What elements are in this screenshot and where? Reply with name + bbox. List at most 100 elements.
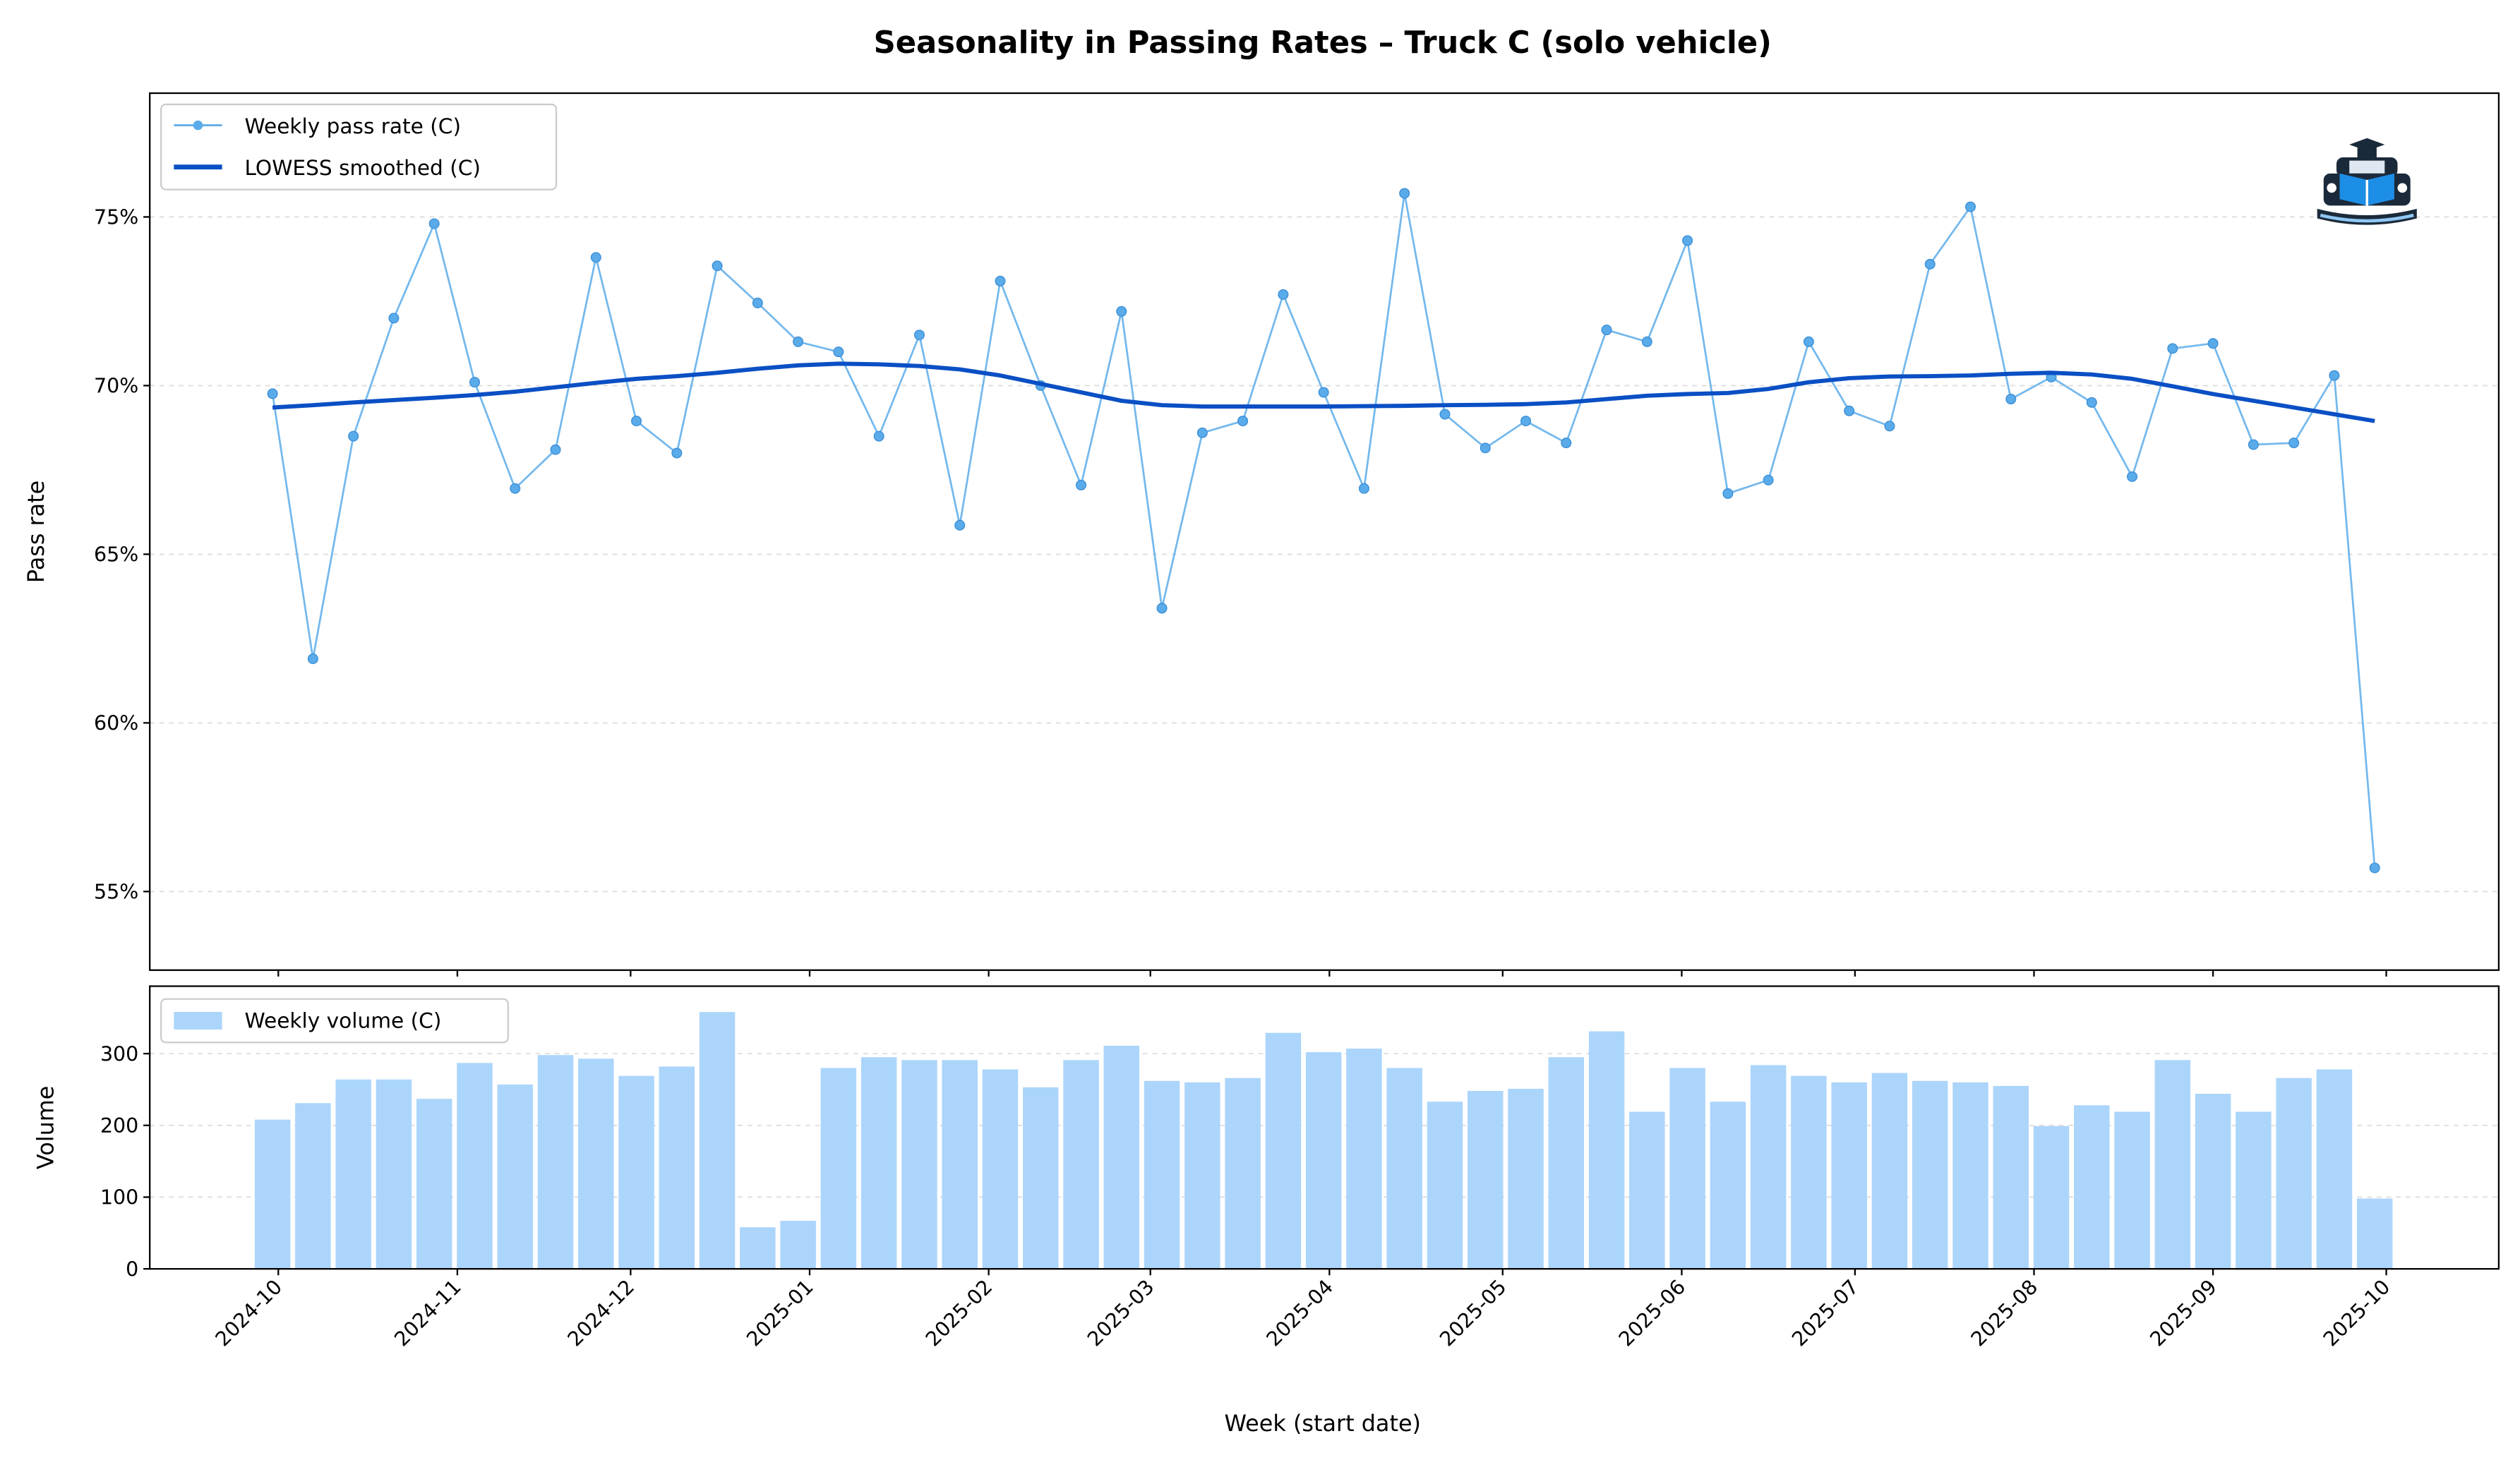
weekly-pass-rate-point [1076, 479, 1087, 490]
weekly-pass-rate-point [1318, 387, 1329, 398]
volume-bar [2236, 1111, 2272, 1269]
volume-bar [780, 1221, 816, 1269]
volume-bar [335, 1079, 371, 1269]
pass-rate-legend: Weekly pass rate (C) LOWESS smoothed (C) [160, 103, 558, 191]
weekly-pass-rate-point [913, 330, 925, 341]
lowess-smoothed-line [272, 361, 2375, 423]
weekly-pass-rate-point [995, 275, 1006, 286]
volume-bar [2114, 1111, 2150, 1269]
volume-bar [1063, 1060, 1099, 1269]
volume-bar [1265, 1032, 1302, 1269]
volume-bar [618, 1075, 654, 1269]
volume-bar [820, 1068, 857, 1269]
volume-bar [1144, 1080, 1180, 1269]
weekly-pass-rate-point [2086, 397, 2097, 408]
weekly-pass-rate-point [1884, 421, 1895, 432]
volume-bar [2276, 1078, 2312, 1269]
weekly-pass-rate-point [267, 388, 278, 399]
volume-bar [2154, 1060, 2191, 1269]
volume-legend: Weekly volume (C) [160, 998, 509, 1044]
pass-rate-y-label: Pass rate [23, 481, 49, 583]
volume-bar [1184, 1082, 1220, 1269]
weekly-pass-rate-point [1722, 488, 1734, 499]
pass-rate-y-tick-label: 75% [94, 206, 138, 229]
volume-bar [254, 1119, 291, 1269]
volume-bar [497, 1084, 533, 1269]
volume-bar [1791, 1075, 1827, 1269]
weekly-pass-rate-point [1399, 188, 1410, 199]
weekly-pass-rate-point [954, 519, 966, 531]
weekly-pass-rate-point [1278, 289, 1289, 300]
pass-rate-y-tick-label: 60% [94, 712, 138, 735]
weekly-pass-rate-point [2207, 338, 2219, 349]
volume-bar [942, 1060, 978, 1269]
x-axis-label: Week (start date) [1225, 1410, 1421, 1437]
volume-bar [1427, 1102, 1463, 1269]
weekly-pass-rate-point [712, 260, 723, 272]
volume-bar [1305, 1052, 1342, 1269]
weekly-pass-rate-point [2005, 394, 2017, 405]
weekly-pass-rate-point [510, 483, 521, 494]
volume-bar [1993, 1085, 2029, 1269]
volume-bar [1468, 1090, 1504, 1269]
weekly-pass-rate-point [428, 218, 440, 229]
volume-bar [1871, 1073, 1908, 1269]
weekly-pass-rate-point [1803, 336, 1814, 347]
weekly-pass-rate-point [833, 346, 844, 358]
legend-label-volume: Weekly volume (C) [244, 1009, 441, 1033]
weekly-pass-rate-point [1924, 258, 1936, 270]
weekly-pass-rate-point [1480, 442, 1491, 454]
weekly-pass-rate-point [671, 447, 683, 459]
volume-bar [982, 1069, 1019, 1269]
weekly-pass-rate-point [1237, 416, 1249, 427]
volume-bar [416, 1099, 452, 1269]
weekly-pass-rate-point [2248, 439, 2259, 450]
weekly-pass-rate-point [307, 653, 318, 665]
weekly-pass-rate-point [752, 297, 763, 308]
weekly-pass-rate-point [1682, 235, 1693, 246]
weekly-pass-rate-point [2288, 438, 2300, 449]
pass-rate-axes-frame [149, 92, 2500, 971]
chart-title: Seasonality in Passing Rates – Truck C (… [874, 25, 1772, 61]
volume-bar [1952, 1082, 1988, 1269]
volume-bar [2316, 1069, 2353, 1269]
weekly-pass-rate-point [1964, 201, 1976, 212]
volume-y-tick-label: 0 [126, 1257, 138, 1281]
pass-rate-panel: 55% 60% 65% 70% 75% [94, 188, 2499, 977]
volume-bar [1629, 1111, 1665, 1269]
pass-rate-y-tick-label: 65% [94, 543, 138, 567]
volume-bar [659, 1066, 695, 1269]
legend-label-weekly: Weekly pass rate (C) [244, 114, 461, 138]
legend-marker-weekly [193, 120, 203, 131]
weekly-pass-rate-point [1439, 409, 1451, 420]
volume-bar [1508, 1088, 1544, 1269]
weekly-pass-rate-point [388, 313, 400, 324]
weekly-pass-rate-point [1196, 427, 1208, 438]
weekly-pass-rate-point [1763, 474, 1774, 485]
pass-rate-y-tick-label: 70% [94, 375, 138, 398]
volume-bar [1386, 1068, 1422, 1269]
weekly-pass-rate-point [873, 430, 884, 442]
weekly-pass-rate-point [631, 416, 642, 427]
weekly-pass-rate-point [1641, 336, 1652, 347]
legend-swatch-volume [174, 1011, 222, 1030]
weekly-pass-rate-point [348, 430, 359, 442]
weekly-pass-rate-point [1601, 325, 1612, 336]
weekly-pass-rate-point [1520, 416, 1532, 427]
volume-bar [1710, 1102, 1746, 1269]
volume-y-tick-label: 300 [100, 1042, 138, 1066]
volume-bar [1548, 1057, 1585, 1269]
legend-label-lowess: LOWESS smoothed (C) [244, 156, 480, 180]
pass-rate-y-tick-label: 55% [94, 881, 138, 904]
volume-bar [1912, 1080, 1948, 1269]
volume-y-tick-label: 100 [100, 1186, 138, 1209]
volume-bar [537, 1055, 574, 1269]
volume-y-label: Volume [32, 1086, 59, 1170]
volume-bar [1588, 1031, 1625, 1269]
truck-logo-icon [2317, 138, 2417, 225]
volume-bar [1669, 1068, 1705, 1269]
volume-bar [2356, 1198, 2393, 1269]
volume-axes-frame [149, 985, 2500, 1270]
volume-bar [457, 1063, 493, 1269]
